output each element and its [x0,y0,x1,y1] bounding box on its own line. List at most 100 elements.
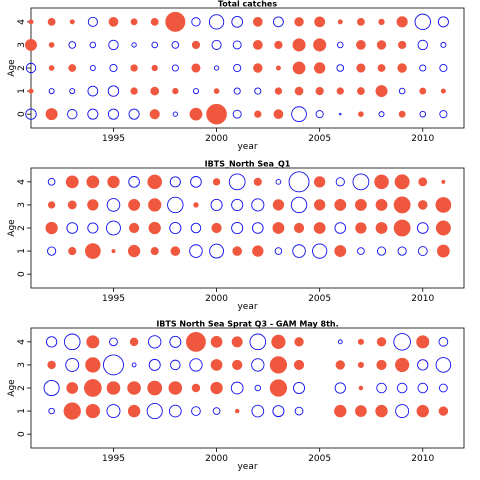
bubble-negative [274,247,283,255]
bubble-negative [25,108,37,120]
bubble-positive [150,246,159,256]
bubble-positive [129,337,139,347]
bubble-negative [378,111,385,118]
bubble-negative [87,108,99,120]
x-tick-label: 2000 [205,454,228,464]
bubble-positive [231,336,243,348]
chart-panel-3: IBTS North Sea Sprat Q3 - GAM May 8th. 19… [7,320,465,472]
bubble-negative [131,362,137,368]
bubble-positive [63,402,81,420]
bubble-negative [290,196,308,214]
bubble-negative [89,65,96,71]
bubble-negative [109,337,118,347]
bubble-positive [86,175,100,189]
bubble-positive [335,360,345,370]
bubble-positive [272,199,285,211]
bubble-positive [252,16,263,27]
bubble-positive [84,243,101,259]
bubble-negative [131,42,137,48]
bubble-positive [186,331,206,352]
bubble-positive [170,246,181,256]
bubble-negative [128,176,140,188]
bubble-negative [25,62,37,74]
y-tick-label: 0 [17,271,27,277]
y-tick-label: 2 [17,385,27,391]
x-tick-label: 2010 [411,294,434,304]
bubble-negative [171,41,180,49]
bubble-positive [355,405,367,417]
bubble-positive [86,335,100,349]
bubble-negative [439,110,448,119]
y-axis-label: Age [7,379,17,397]
bubble-negative [312,243,328,259]
bubble-positive [65,175,79,189]
x-axis-label: year [237,462,257,472]
y-tick-label: 2 [17,65,27,71]
bubble-positive [358,385,364,391]
bubble-positive [151,64,158,72]
bubble-negative [47,246,57,256]
bubble-positive [294,86,304,96]
y-tick-label: 1 [17,408,27,414]
bubble-positive [274,40,283,50]
bubble-positive [47,201,56,209]
bubble-negative [251,404,265,418]
bubble-negative [146,403,163,420]
bubble-negative [334,382,346,394]
bubble-positive [436,244,450,258]
bubble-positive [334,199,347,211]
y-axis-label: Age [7,59,17,77]
bubble-positive [211,222,222,234]
bubble-negative [376,246,387,256]
bubble-positive [395,357,410,373]
bubble-positive [375,85,388,98]
y-tick-label: 4 [17,339,27,345]
y-tick-label: 3 [17,362,27,368]
y-tick-label: 4 [17,179,27,185]
bubble-positive [84,379,102,397]
bubble-positive [130,87,138,95]
bubble-negative [169,335,182,348]
bubble-negative [232,109,242,119]
bubble-positive [375,222,388,234]
bubble-negative [148,335,162,349]
x-tick-label: 2005 [308,294,331,304]
bubble-positive [355,222,367,234]
y-tick-label: 0 [17,431,27,437]
bubble-positive [438,406,449,416]
bubble-negative [291,106,307,123]
bubble-positive [435,197,452,213]
bubble-positive [148,198,162,212]
y-tick-label: 3 [17,202,27,208]
bubble-positive [47,360,56,370]
bubble-positive [314,176,326,188]
bubble-positive [356,40,366,50]
bubble-positive [191,40,201,50]
bubble-positive [271,334,286,349]
bubble-negative [128,108,140,120]
bubble-positive [292,61,306,75]
bubble-positive [375,404,388,418]
bubble-negative [43,379,60,397]
bubble-negative [69,88,76,95]
y-tick-label: 1 [17,248,27,254]
bubble-negative [438,337,449,347]
bubble-positive [148,221,161,235]
bubble-positive [45,221,58,235]
bubble-negative [230,381,244,395]
bubble-negative [167,196,184,214]
bubble-positive [337,19,343,25]
bubble-positive [106,381,121,395]
bubble-positive [147,174,162,190]
bubble-positive [416,404,429,418]
bubble-negative [339,112,342,116]
bubble-positive [210,359,223,371]
bubble-positive [315,86,324,96]
bubble-negative [148,358,161,371]
bubble-positive [67,200,77,210]
bubble-negative [414,13,431,31]
bubble-positive [149,109,160,120]
bubble-positive [292,38,306,52]
bubble-negative [107,108,120,120]
